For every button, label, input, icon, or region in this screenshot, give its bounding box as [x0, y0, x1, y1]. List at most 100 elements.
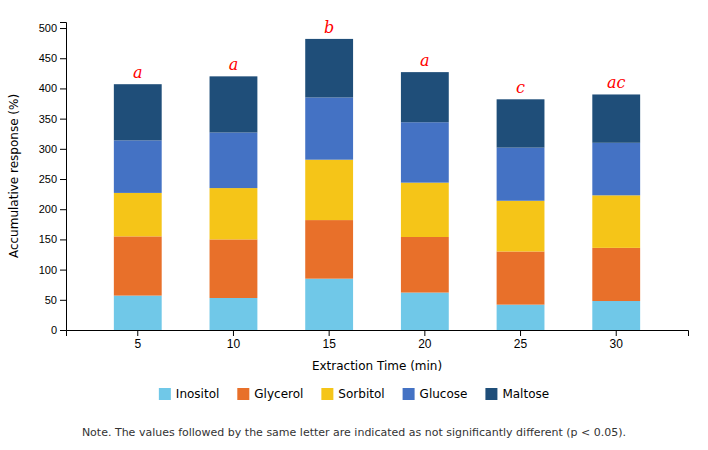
bar — [305, 39, 353, 98]
bar — [305, 160, 353, 220]
x-tick-mark — [424, 330, 425, 336]
x-tick-mark — [616, 330, 617, 336]
x-tick-label: 15 — [322, 337, 336, 351]
note: Note. The values followed by the same le… — [82, 426, 626, 439]
legend-label: Maltose — [502, 387, 549, 401]
bar-series — [114, 39, 640, 148]
significance-label: ac — [607, 73, 626, 92]
legend-label: Inositol — [176, 387, 219, 401]
annotations: aabacacNote. The values followed by the … — [82, 18, 626, 439]
bar — [210, 76, 258, 132]
x-axis-line — [67, 331, 689, 337]
bar — [592, 94, 640, 142]
y-tick: 250 — [39, 173, 66, 185]
x-tick-label: 5 — [134, 337, 141, 351]
bar — [114, 296, 162, 330]
bar — [401, 122, 449, 182]
bar — [114, 140, 162, 193]
y-tick: 450 — [39, 52, 66, 64]
y-tick: 50 — [45, 294, 66, 306]
bar — [592, 195, 640, 248]
y-tick-label: 300 — [39, 143, 57, 155]
x-axis-title: Extraction Time (min) — [312, 359, 442, 373]
y-tick-mark — [60, 88, 66, 89]
legend-swatch — [485, 388, 497, 400]
x-tick: 10 — [227, 330, 241, 351]
legend-swatch — [159, 388, 171, 400]
y-tick: 400 — [39, 82, 66, 94]
legend-item: Maltose — [485, 387, 549, 401]
plot-area — [114, 39, 640, 330]
significance-label: a — [133, 63, 143, 82]
legend: InositolGlycerolSorbitolGlucoseMaltose — [159, 387, 549, 401]
bar — [210, 133, 258, 189]
bar — [114, 236, 162, 295]
y-tick: 0 — [51, 324, 66, 336]
y-tick-mark — [60, 330, 66, 331]
bar — [497, 99, 545, 147]
y-tick-label: 200 — [39, 203, 57, 215]
y-axis-line — [60, 23, 67, 331]
bar — [305, 97, 353, 159]
x-axis: 5 10 15 20 25 30 — [67, 330, 689, 351]
bar-series — [114, 220, 640, 305]
bar — [210, 298, 258, 330]
y-tick: 300 — [39, 143, 66, 155]
x-tick: 30 — [610, 330, 624, 351]
y-tick-mark — [60, 209, 66, 210]
y-tick-label: 500 — [39, 22, 57, 34]
y-tick-mark — [60, 300, 66, 301]
x-tick: 15 — [322, 330, 336, 351]
y-tick: 100 — [39, 264, 66, 276]
y-tick-mark — [60, 239, 66, 240]
legend-swatch — [403, 388, 415, 400]
x-tick-mark — [329, 330, 330, 336]
x-tick-mark — [233, 330, 234, 336]
significance-label: c — [516, 78, 525, 97]
y-tick-label: 100 — [39, 264, 57, 276]
bar — [497, 148, 545, 201]
y-tick-label: 250 — [39, 173, 57, 185]
x-tick-label: 10 — [227, 337, 241, 351]
significance-label: a — [229, 55, 239, 74]
y-tick: 150 — [39, 233, 66, 245]
bar-series — [114, 97, 640, 200]
x-tick-label: 20 — [418, 337, 432, 351]
legend-label: Sorbitol — [338, 387, 384, 401]
bar — [497, 201, 545, 252]
y-tick-mark — [60, 149, 66, 150]
legend-label: Glucose — [420, 387, 468, 401]
y-tick-label: 0 — [51, 324, 57, 336]
legend-swatch — [321, 388, 333, 400]
y-tick-mark — [60, 58, 66, 59]
bar — [401, 183, 449, 237]
y-tick-mark — [60, 179, 66, 180]
significance-label: b — [324, 18, 334, 37]
y-tick-mark — [60, 28, 66, 29]
bar-series — [114, 279, 640, 330]
bar — [305, 220, 353, 279]
bar — [305, 279, 353, 330]
x-tick: 25 — [514, 330, 528, 351]
x-tick: 5 — [134, 330, 141, 351]
bar-series — [114, 160, 640, 252]
bar — [114, 193, 162, 236]
y-axis-title: Accumulative response (%) — [7, 94, 21, 258]
bar — [592, 301, 640, 330]
bar — [592, 248, 640, 301]
legend-item: Sorbitol — [321, 387, 384, 401]
y-tick: 350 — [39, 113, 66, 125]
bar — [497, 251, 545, 304]
y-tick-label: 350 — [39, 113, 57, 125]
y-tick-mark — [60, 119, 66, 120]
x-tick: 20 — [418, 330, 432, 351]
significance-label: a — [420, 51, 430, 70]
y-axis: 0 50 100 150 200 250 300 350 400 450 500 — [39, 22, 67, 336]
bar — [401, 237, 449, 293]
bar — [210, 188, 258, 239]
x-tick-mark — [137, 330, 138, 336]
y-tick-label: 400 — [39, 82, 57, 94]
bar — [401, 72, 449, 122]
y-tick-label: 150 — [39, 233, 57, 245]
chart: 0 50 100 150 200 250 300 350 400 450 500 5 10 15 20 25 3… — [0, 0, 708, 450]
